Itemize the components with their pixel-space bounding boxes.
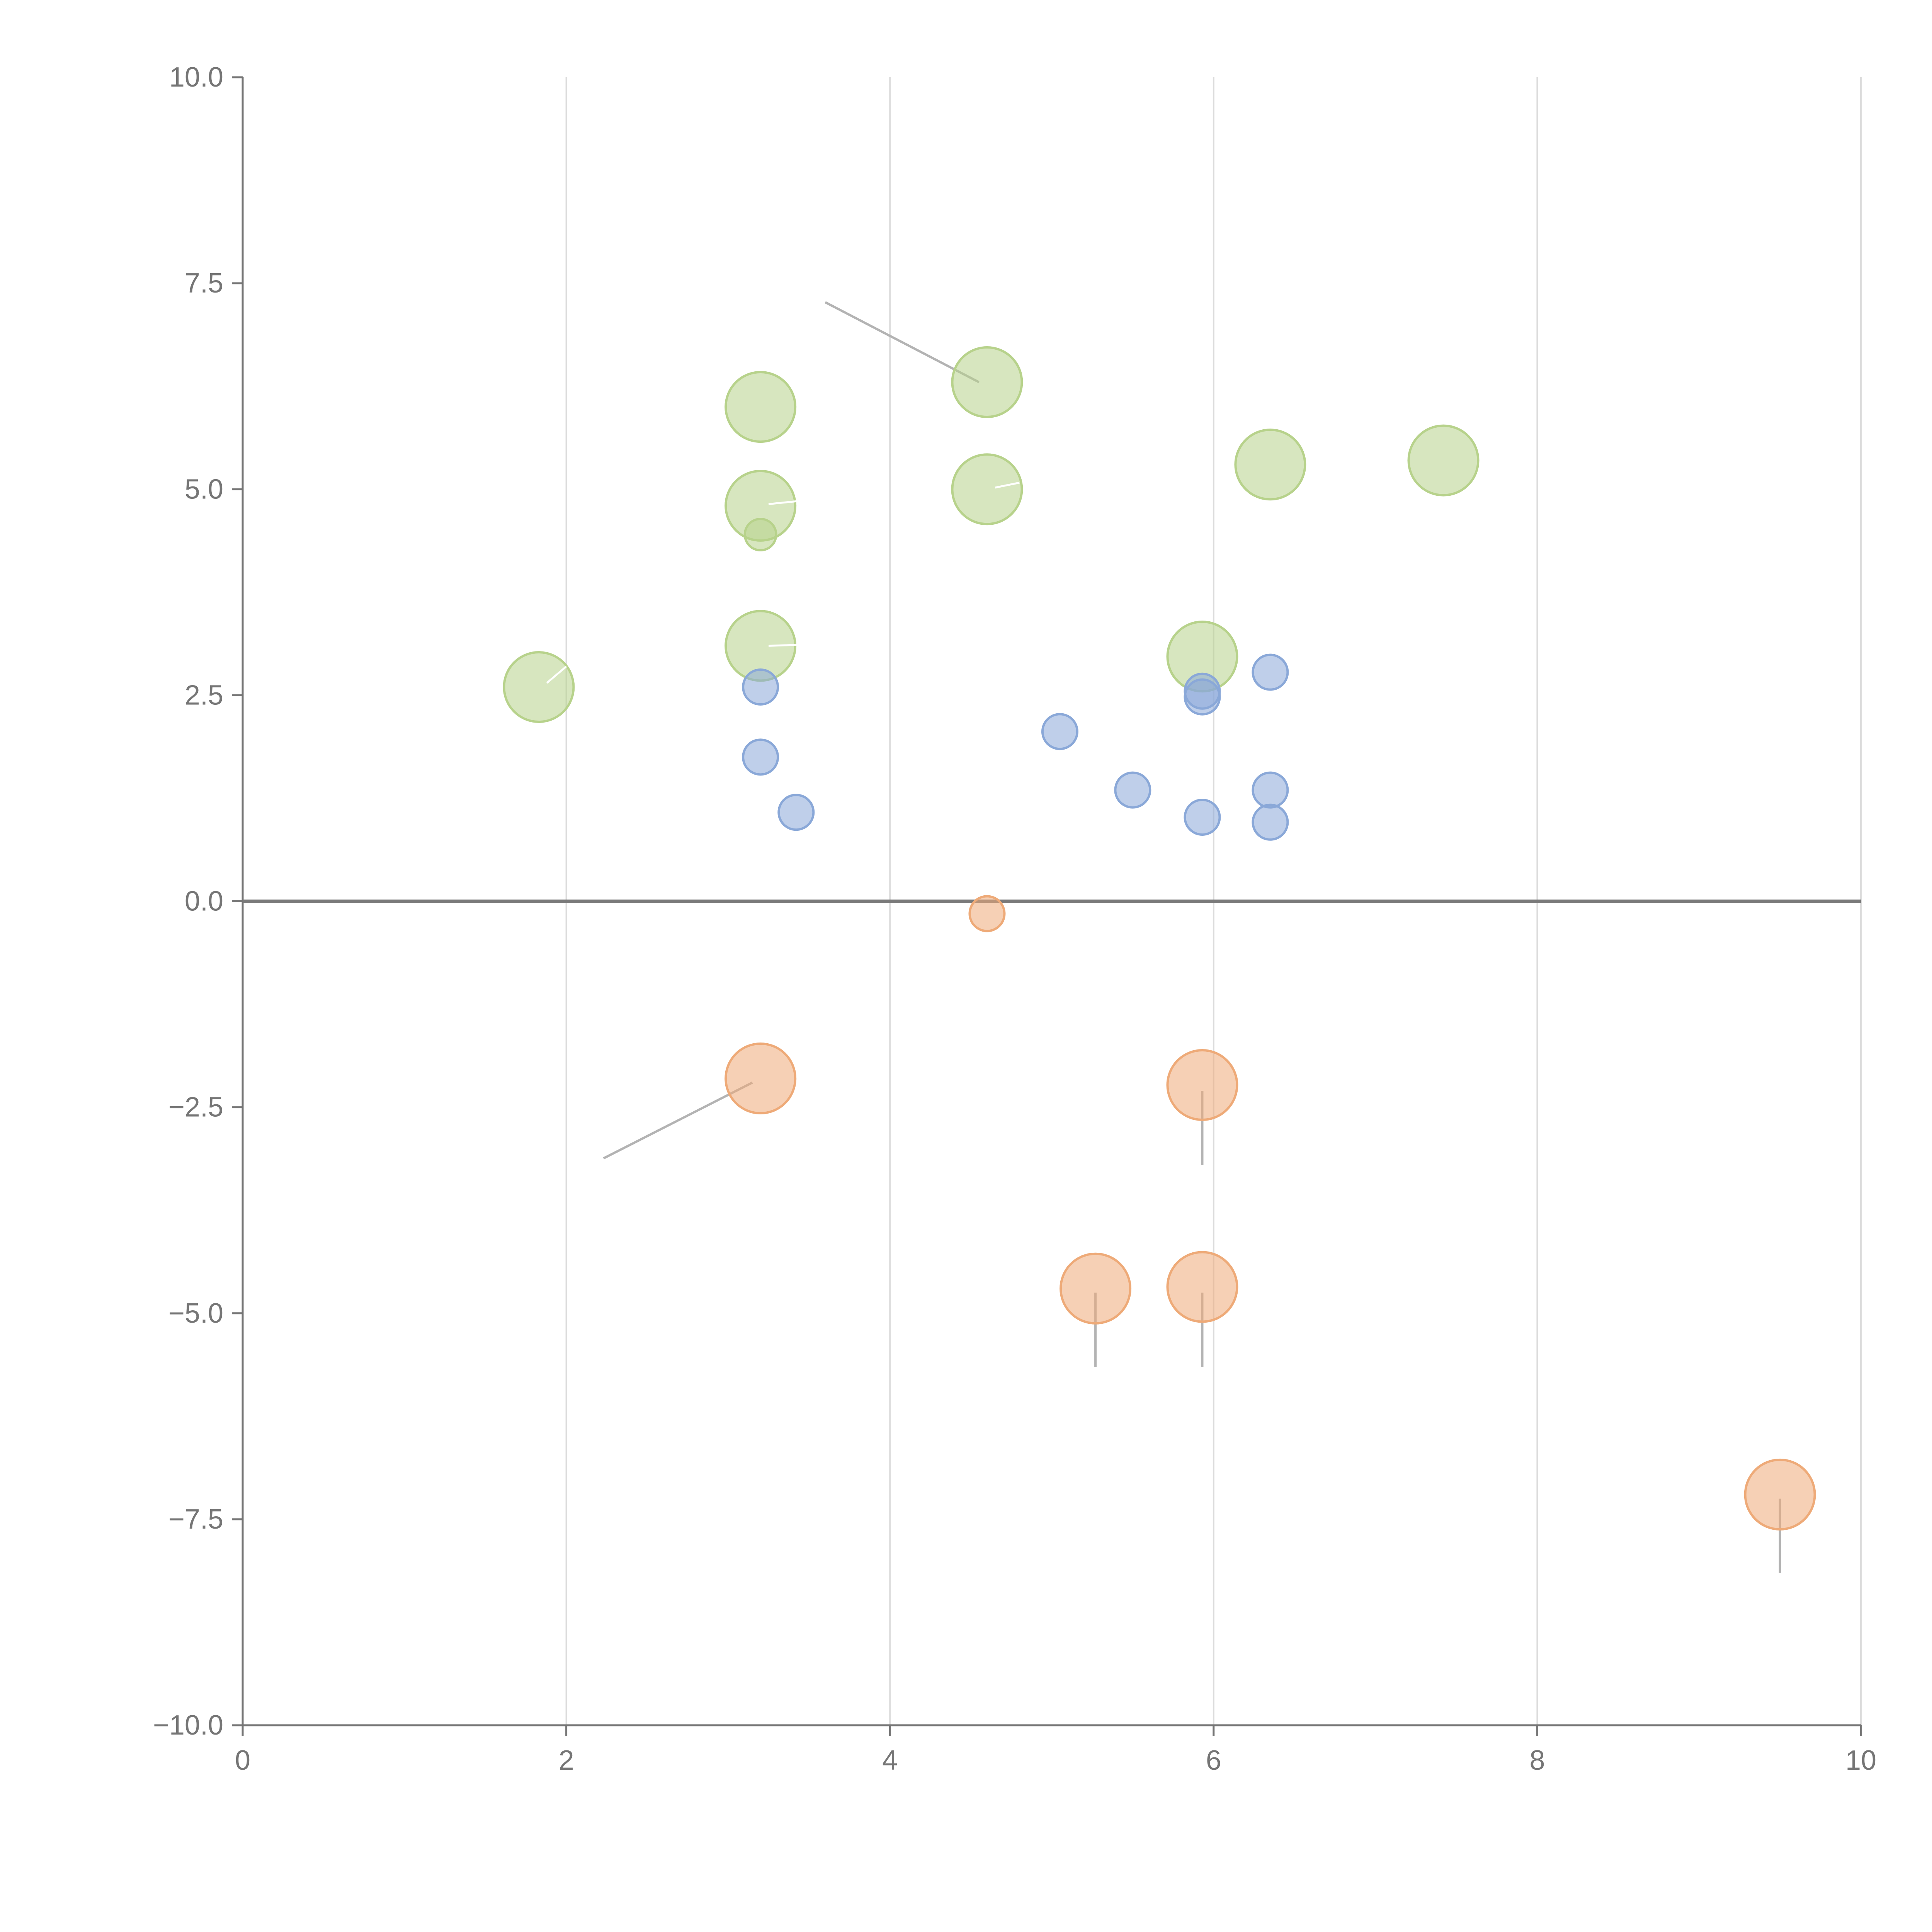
data-point-blue (1041, 713, 1078, 750)
data-point-orange (1166, 1049, 1238, 1121)
data-point-blue (742, 738, 779, 776)
data-point-green (503, 651, 575, 723)
y-tick-label: 5.0 (185, 474, 223, 505)
data-point-orange (1166, 1251, 1238, 1323)
y-tick-label: −2.5 (168, 1092, 223, 1123)
data-point-orange (724, 1042, 797, 1114)
data-point-blue (777, 794, 815, 831)
x-tick-label: 10 (1845, 1745, 1876, 1776)
x-tick-label: 8 (1529, 1745, 1545, 1776)
data-point-orange (1060, 1252, 1132, 1325)
leader-line (995, 481, 1020, 489)
leader-line (769, 643, 817, 647)
data-point-blue (1114, 771, 1151, 809)
y-tick-label: −5.0 (168, 1298, 223, 1329)
data-point-orange (968, 895, 1006, 932)
data-point-green (1234, 429, 1306, 501)
data-point-green (951, 453, 1023, 526)
data-point-blue (742, 668, 779, 706)
data-points (503, 346, 1816, 1531)
tick-labels: 10.0 7.5 5.0 2.5 0.0 −2.5 −5.0 −7.5 −10.0 0 2 4 6 8 10 (153, 62, 1876, 1776)
leader-line (768, 498, 817, 505)
leader-line (825, 301, 980, 383)
data-point-orange (1744, 1458, 1816, 1531)
data-point-blue (1184, 798, 1221, 836)
x-tick-label: 4 (882, 1745, 898, 1776)
data-point-blue (1184, 678, 1221, 716)
leader-line (546, 665, 567, 684)
axes (232, 76, 1862, 1736)
data-point-blue (1252, 653, 1289, 691)
y-tick-label: 0.0 (185, 886, 223, 917)
y-tick-label: 10.0 (169, 62, 223, 93)
data-point-blue (1252, 803, 1289, 841)
data-point-green (1407, 424, 1480, 497)
data-point-blue (1252, 771, 1289, 809)
leader-line (603, 1081, 753, 1160)
y-tick-label: −10.0 (153, 1710, 223, 1741)
x-tick-label: 2 (559, 1745, 574, 1776)
data-point-green (743, 518, 777, 552)
y-tick-label: −7.5 (168, 1504, 223, 1535)
y-tick-label: 7.5 (185, 268, 223, 299)
data-point-green (951, 346, 1023, 418)
y-tick-label: 2.5 (185, 680, 223, 711)
x-tick-label: 0 (235, 1745, 250, 1776)
data-point-green (724, 371, 797, 443)
x-tick-label: 6 (1206, 1745, 1221, 1776)
